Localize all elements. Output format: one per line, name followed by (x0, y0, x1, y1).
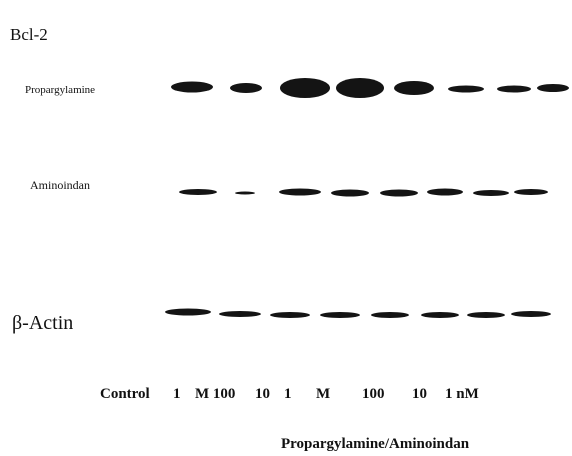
lane-label: 1 (173, 386, 181, 402)
band (165, 309, 211, 316)
band (511, 311, 551, 317)
band (371, 312, 409, 318)
lane-label: M 100 (195, 386, 235, 402)
band (320, 312, 360, 318)
band (537, 84, 569, 92)
band (421, 312, 459, 318)
band (448, 86, 484, 93)
lane-label: 10 (255, 386, 270, 402)
lane-label: 100 (362, 386, 385, 402)
band (219, 311, 261, 317)
figure-title: Bcl-2 (10, 25, 48, 44)
band (336, 78, 384, 98)
band (380, 190, 418, 197)
blot-figure: Bcl-2 Propargylamine Aminoindan β-Actin … (0, 0, 572, 456)
lane-label: 10 (412, 386, 427, 402)
band (280, 78, 330, 98)
band (279, 189, 321, 196)
band (514, 189, 548, 195)
caption: Propargylamine/Aminoindan (281, 436, 470, 452)
row-label: Aminoindan (30, 178, 90, 192)
band (497, 86, 531, 93)
band (467, 312, 505, 318)
row-label: β-Actin (12, 312, 73, 334)
row-label: Propargylamine (25, 84, 95, 96)
band (427, 189, 463, 196)
band (235, 192, 255, 195)
lane-label: 1 (284, 386, 292, 402)
lane-label: M (316, 386, 330, 402)
band (473, 190, 509, 196)
band (270, 312, 310, 318)
band (171, 82, 213, 93)
band (394, 81, 434, 95)
lane-label: Control (100, 386, 150, 402)
band (331, 190, 369, 197)
lane-label: 1 nM (445, 386, 479, 402)
band (230, 83, 262, 93)
band (179, 189, 217, 195)
